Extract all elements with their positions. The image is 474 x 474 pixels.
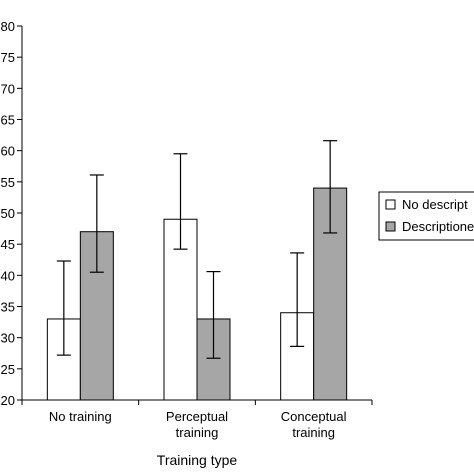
y-tick-label: 75 bbox=[1, 50, 15, 65]
x-axis-title: Training type bbox=[157, 452, 238, 468]
y-tick-label: 55 bbox=[1, 175, 15, 190]
legend-label-description: Descriptione bbox=[402, 219, 474, 234]
y-tick-label: 45 bbox=[1, 237, 15, 252]
x-axis-ticks: No training PerceptualtrainingConceptualt… bbox=[21, 400, 373, 440]
y-tick-label: 50 bbox=[1, 206, 15, 221]
bars-layer bbox=[46, 187, 348, 401]
legend-swatch-no-description bbox=[385, 199, 396, 210]
y-tick-label: 40 bbox=[1, 268, 15, 283]
error-bars-layer bbox=[56, 140, 338, 359]
y-tick-label: 70 bbox=[1, 81, 15, 96]
x-tick-label: No training bbox=[49, 409, 112, 424]
x-tick-label: training bbox=[176, 425, 219, 440]
legend-swatch-description bbox=[385, 221, 396, 232]
x-tick-label: training bbox=[292, 425, 335, 440]
legend-label-no-description: No descript bbox=[402, 197, 468, 212]
legend: No descript Descriptione bbox=[378, 191, 474, 241]
y-tick-label: 20 bbox=[1, 393, 15, 408]
y-tick-label: 25 bbox=[1, 362, 15, 377]
y-tick-label: 35 bbox=[1, 300, 15, 315]
y-axis-ticks: 20 25 30 35 40 45 50 55 60 65 70 75 80 bbox=[1, 19, 22, 408]
x-tick-label: Perceptual bbox=[166, 409, 228, 424]
y-tick-label: 60 bbox=[1, 144, 15, 159]
y-tick-label: 80 bbox=[1, 19, 15, 34]
y-tick-label: 65 bbox=[1, 113, 15, 128]
x-tick-label: Conceptual bbox=[281, 409, 347, 424]
y-tick-label: 30 bbox=[1, 331, 15, 346]
